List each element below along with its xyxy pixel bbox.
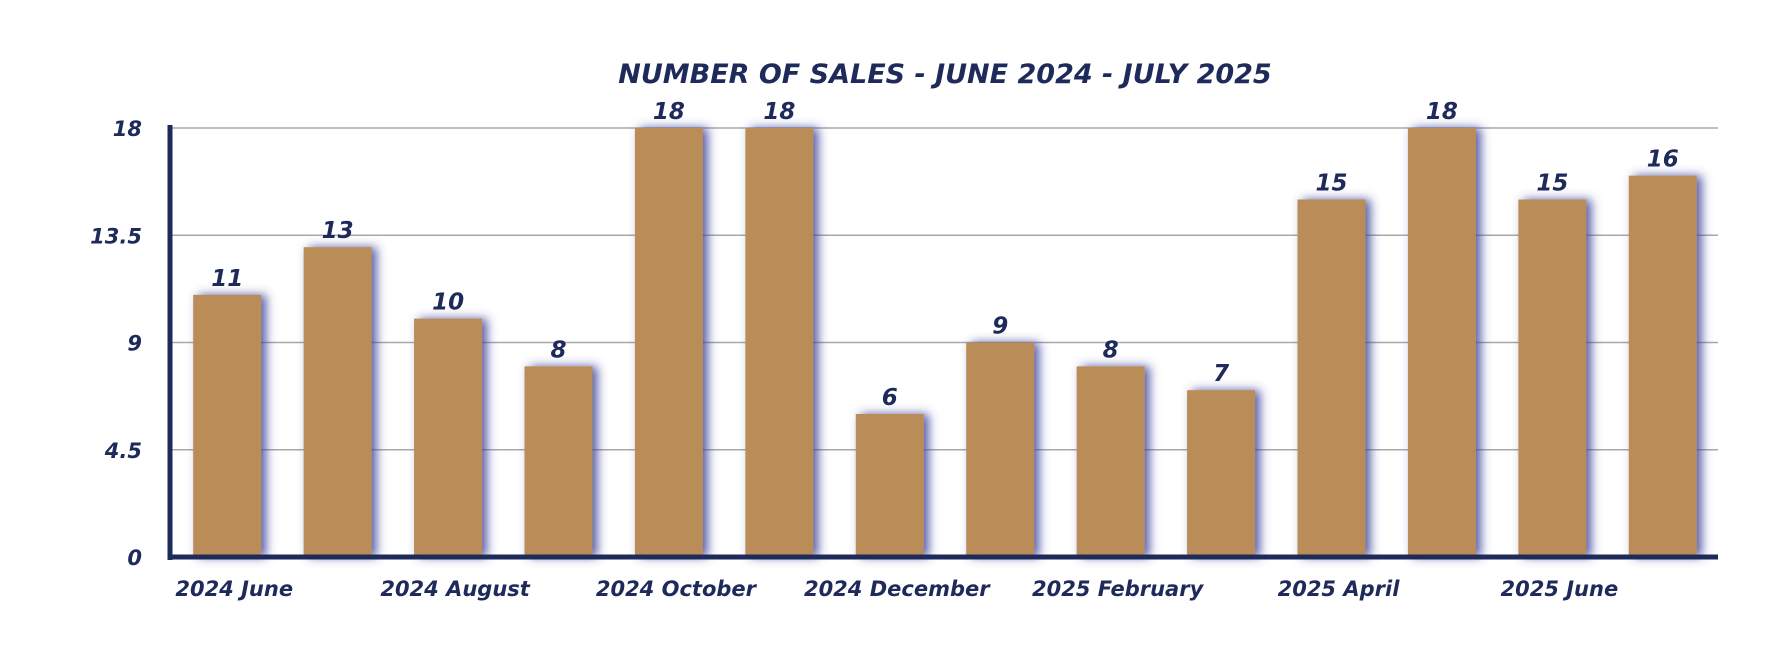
x-tick-label: 2024 August	[380, 577, 530, 601]
bars	[193, 128, 1697, 557]
bar	[966, 342, 1035, 557]
y-tick-label: 13.5	[90, 224, 142, 248]
data-label: 8	[550, 337, 566, 363]
data-label: 7	[1213, 361, 1229, 387]
data-label: 18	[653, 99, 685, 125]
x-tick-label: 2024 June	[175, 577, 293, 601]
data-label: 9	[992, 314, 1008, 340]
data-label: 13	[322, 218, 354, 244]
bar	[745, 128, 814, 557]
y-axis: 0 4.5 9 13.5 18	[90, 117, 173, 570]
y-tick-label: 18	[113, 117, 142, 141]
data-label: 15	[1315, 171, 1347, 197]
chart-title: NUMBER OF SALES - JUNE 2024 - JULY 2025	[618, 59, 1271, 90]
bar	[524, 366, 593, 557]
x-tick-label: 2024 October	[596, 577, 758, 601]
x-axis: 2024 June 2024 August 2024 October 2024 Dec…	[168, 554, 1718, 601]
x-tick-label: 2025 February	[1032, 577, 1205, 601]
bar	[634, 128, 703, 557]
data-label: 18	[1426, 99, 1458, 125]
x-tick-label: 2024 December	[804, 577, 991, 601]
bar	[303, 247, 372, 557]
y-tick-label: 4.5	[104, 439, 142, 463]
data-label: 16	[1647, 147, 1679, 173]
data-labels: 11 13 10 8 18 18 6 9 8 7 15 18 15 16	[211, 99, 1679, 411]
bar	[1076, 366, 1145, 557]
bar	[1187, 390, 1256, 557]
data-label: 6	[882, 385, 898, 411]
data-label: 18	[763, 99, 795, 125]
bar	[193, 294, 262, 557]
data-label: 10	[432, 290, 464, 316]
bar	[1297, 199, 1366, 557]
x-tick-label: 2025 June	[1500, 577, 1618, 601]
bar	[1628, 175, 1697, 557]
y-tick-label: 0	[127, 546, 142, 570]
data-label: 8	[1103, 337, 1119, 363]
data-label: 15	[1536, 171, 1568, 197]
bar	[1407, 128, 1476, 557]
y-tick-label: 9	[127, 332, 142, 356]
bar	[414, 318, 483, 557]
bar	[855, 414, 924, 557]
bar	[1518, 199, 1587, 557]
x-tick-label: 2025 April	[1278, 577, 1401, 601]
data-label: 11	[211, 266, 243, 292]
gridlines	[172, 127, 1718, 451]
